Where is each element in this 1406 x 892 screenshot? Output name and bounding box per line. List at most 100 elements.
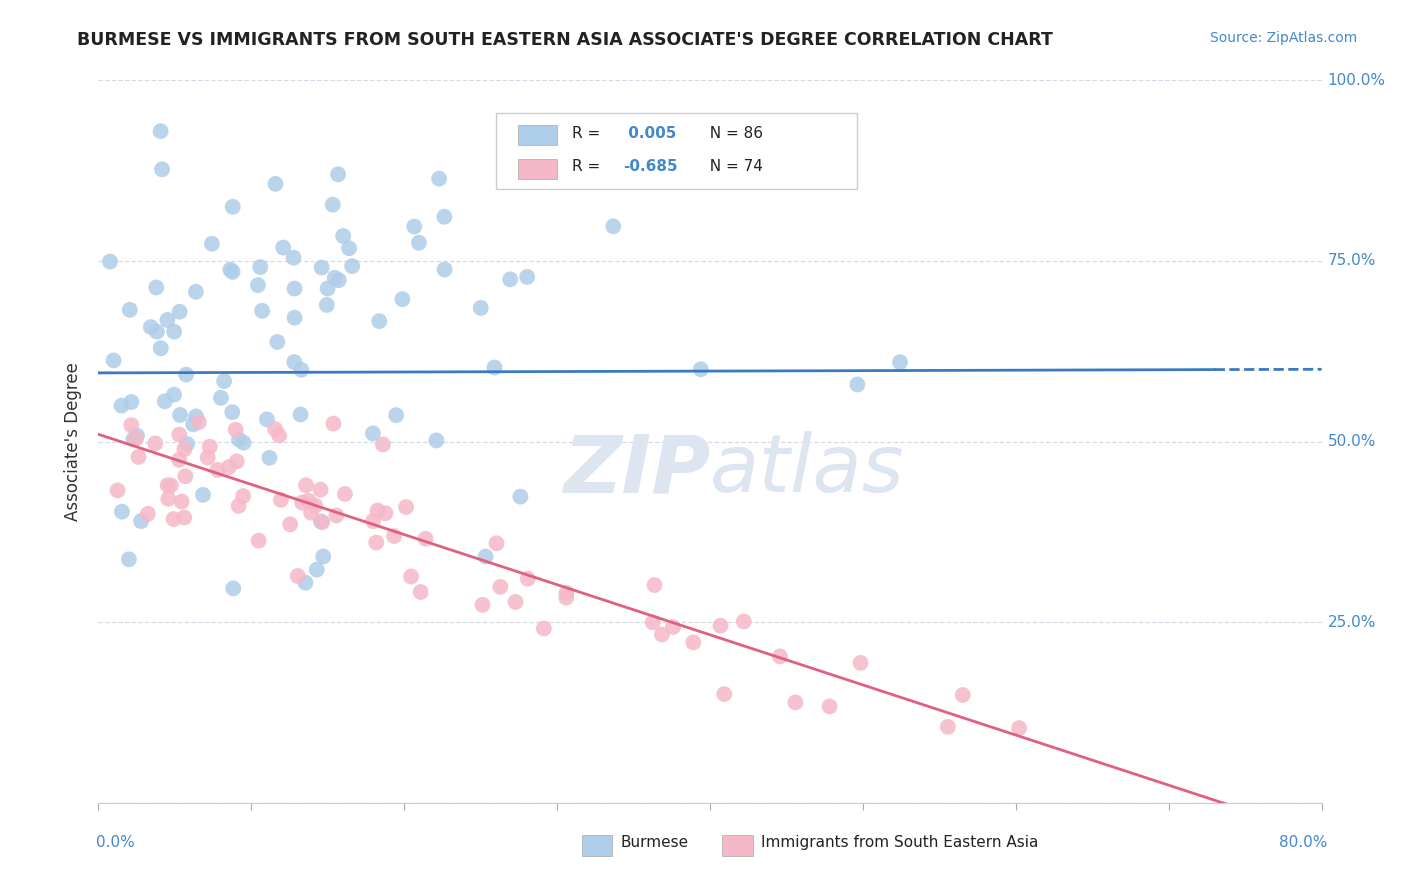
Point bbox=[218, 460, 240, 475]
Point bbox=[733, 615, 755, 629]
Point bbox=[232, 435, 254, 450]
Point bbox=[197, 450, 219, 465]
Point bbox=[328, 273, 350, 287]
Point bbox=[176, 437, 198, 451]
Point bbox=[425, 434, 447, 448]
Point bbox=[408, 235, 430, 250]
Text: 75.0%: 75.0% bbox=[1327, 253, 1376, 268]
Point bbox=[509, 490, 531, 504]
Point bbox=[952, 688, 974, 702]
Point bbox=[125, 428, 148, 442]
Text: 0.005: 0.005 bbox=[623, 126, 676, 141]
Point bbox=[846, 377, 869, 392]
Point bbox=[713, 687, 735, 701]
Point bbox=[143, 436, 166, 450]
Point bbox=[682, 635, 704, 649]
Point bbox=[555, 586, 578, 600]
Point bbox=[849, 656, 872, 670]
Point bbox=[602, 219, 624, 234]
Point bbox=[385, 408, 408, 422]
Point bbox=[283, 355, 305, 369]
Point bbox=[129, 514, 152, 528]
Point bbox=[399, 569, 422, 583]
Point bbox=[225, 454, 247, 468]
Point bbox=[173, 510, 195, 524]
Point bbox=[1008, 721, 1031, 735]
Point bbox=[225, 423, 247, 437]
Point bbox=[484, 360, 506, 375]
Point bbox=[489, 580, 512, 594]
Point bbox=[170, 494, 193, 508]
Point bbox=[323, 270, 346, 285]
Point bbox=[555, 591, 578, 605]
Text: 50.0%: 50.0% bbox=[1327, 434, 1376, 449]
Point bbox=[689, 362, 711, 376]
Point bbox=[120, 395, 142, 409]
Point bbox=[533, 622, 555, 636]
Point bbox=[222, 200, 245, 214]
Point bbox=[333, 487, 356, 501]
Point bbox=[118, 552, 141, 566]
Point bbox=[209, 391, 232, 405]
Point bbox=[264, 177, 287, 191]
Point bbox=[145, 280, 167, 294]
Point bbox=[266, 334, 288, 349]
Text: Source: ZipAtlas.com: Source: ZipAtlas.com bbox=[1209, 31, 1357, 45]
Point bbox=[278, 517, 301, 532]
Point bbox=[228, 433, 250, 447]
Point bbox=[297, 493, 319, 508]
Point bbox=[125, 432, 148, 446]
Point bbox=[98, 254, 121, 268]
Point bbox=[291, 495, 314, 509]
Point bbox=[163, 325, 186, 339]
Point bbox=[107, 483, 129, 498]
Point bbox=[232, 489, 254, 503]
Point bbox=[136, 507, 159, 521]
Point bbox=[427, 171, 450, 186]
Point bbox=[404, 219, 426, 234]
Point bbox=[174, 368, 197, 382]
Point bbox=[212, 374, 235, 388]
Point bbox=[169, 305, 191, 319]
Point bbox=[287, 569, 309, 583]
Point bbox=[382, 529, 405, 543]
Point bbox=[325, 508, 347, 523]
Point bbox=[250, 303, 273, 318]
Point bbox=[433, 210, 456, 224]
Point bbox=[516, 572, 538, 586]
Point bbox=[312, 549, 335, 564]
Text: N = 86: N = 86 bbox=[700, 126, 763, 141]
Text: BURMESE VS IMMIGRANTS FROM SOUTH EASTERN ASIA ASSOCIATE'S DEGREE CORRELATION CHA: BURMESE VS IMMIGRANTS FROM SOUTH EASTERN… bbox=[77, 31, 1053, 49]
Point bbox=[283, 310, 305, 325]
Point bbox=[309, 483, 332, 497]
Point bbox=[471, 598, 494, 612]
Point bbox=[149, 341, 172, 355]
FancyBboxPatch shape bbox=[723, 835, 752, 855]
Text: atlas: atlas bbox=[710, 432, 905, 509]
Point bbox=[187, 415, 209, 429]
Point bbox=[118, 302, 141, 317]
Point bbox=[322, 417, 344, 431]
Point bbox=[516, 269, 538, 284]
FancyBboxPatch shape bbox=[582, 835, 612, 855]
Point bbox=[505, 595, 527, 609]
Point bbox=[207, 463, 229, 477]
Point bbox=[198, 440, 221, 454]
Point bbox=[391, 292, 413, 306]
Point bbox=[127, 450, 149, 464]
Point bbox=[309, 515, 332, 529]
Point bbox=[103, 353, 125, 368]
Point bbox=[337, 241, 360, 255]
Point bbox=[294, 575, 316, 590]
Point bbox=[499, 272, 522, 286]
Point bbox=[374, 506, 396, 520]
Point bbox=[936, 720, 959, 734]
Point bbox=[122, 432, 145, 446]
FancyBboxPatch shape bbox=[496, 112, 856, 189]
Point bbox=[191, 488, 214, 502]
Point bbox=[311, 515, 333, 529]
Point bbox=[326, 167, 349, 181]
Point bbox=[299, 506, 322, 520]
Point bbox=[290, 408, 312, 422]
FancyBboxPatch shape bbox=[517, 159, 557, 178]
